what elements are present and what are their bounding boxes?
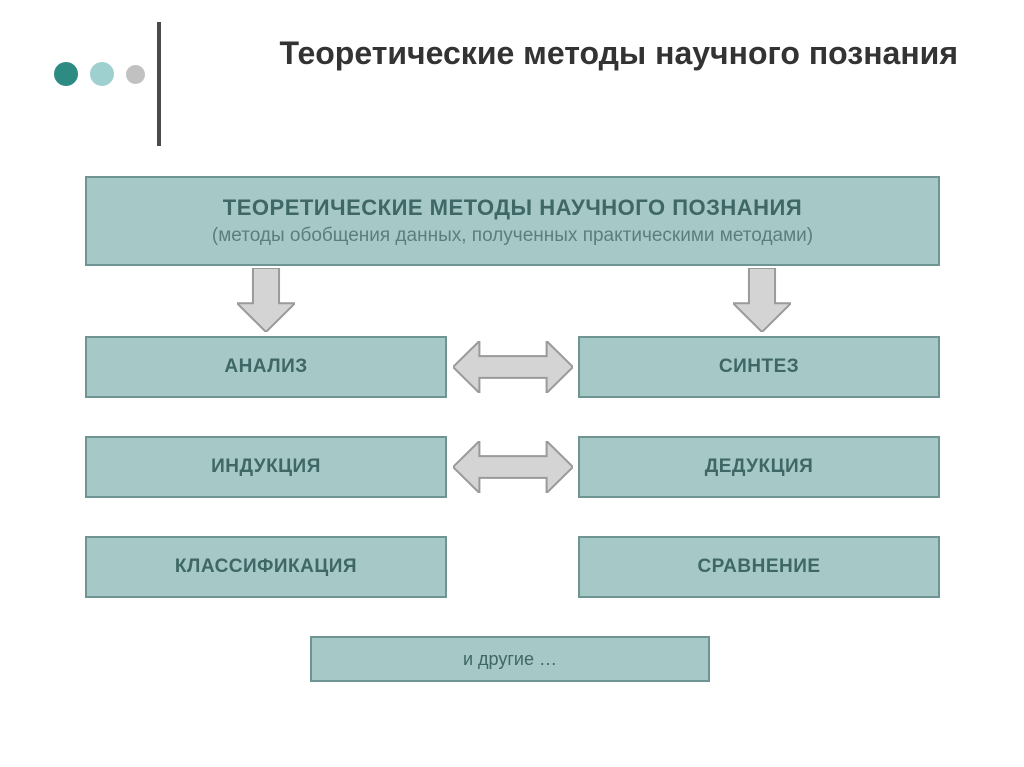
double-arrow-icon: [453, 441, 573, 498]
dot-teal: [54, 62, 78, 86]
method-box-right: СРАВНЕНИЕ: [578, 536, 940, 598]
method-box-left: КЛАССИФИКАЦИЯ: [85, 536, 447, 598]
method-label: КЛАССИФИКАЦИЯ: [175, 556, 357, 578]
method-label: ИНДУКЦИЯ: [211, 456, 321, 478]
method-label: СРАВНЕНИЕ: [697, 556, 820, 578]
arrow-down-icon: [733, 268, 791, 337]
slide-title: Теоретические методы научного познания: [198, 34, 958, 72]
header-title: ТЕОРЕТИЧЕСКИЕ МЕТОДЫ НАУЧНОГО ПОЗНАНИЯ: [223, 195, 802, 221]
double-arrow-icon: [453, 341, 573, 398]
dot-grey: [126, 65, 145, 84]
method-label: СИНТЕЗ: [719, 356, 799, 378]
decor-dots: [54, 62, 145, 86]
arrow-down-icon: [237, 268, 295, 337]
method-box-left: ИНДУКЦИЯ: [85, 436, 447, 498]
method-label: ДЕДУКЦИЯ: [705, 456, 814, 478]
header-subtitle: (методы обобщения данных, полученных пра…: [212, 225, 813, 247]
method-box-right: ДЕДУКЦИЯ: [578, 436, 940, 498]
method-label: АНАЛИЗ: [224, 356, 307, 378]
method-box-left: АНАЛИЗ: [85, 336, 447, 398]
header-box: ТЕОРЕТИЧЕСКИЕ МЕТОДЫ НАУЧНОГО ПОЗНАНИЯ (м…: [85, 176, 940, 266]
decor-vertical-line: [157, 22, 161, 146]
footer-box: и другие …: [310, 636, 710, 682]
dot-light-teal: [90, 62, 114, 86]
method-box-right: СИНТЕЗ: [578, 336, 940, 398]
footer-label: и другие …: [463, 649, 557, 670]
